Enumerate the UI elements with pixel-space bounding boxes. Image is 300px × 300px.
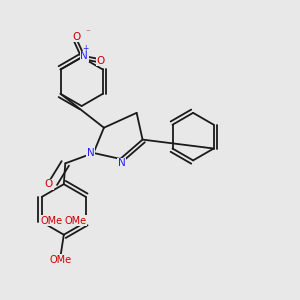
Text: O: O xyxy=(73,32,81,42)
Text: ⁻: ⁻ xyxy=(85,28,90,37)
Text: +: + xyxy=(82,44,89,53)
Text: O: O xyxy=(97,56,105,65)
Text: N: N xyxy=(80,51,88,61)
Text: N: N xyxy=(87,148,94,158)
Text: OMe: OMe xyxy=(41,216,63,226)
Text: OMe: OMe xyxy=(65,216,87,226)
Text: N: N xyxy=(118,158,126,168)
Text: OMe: OMe xyxy=(50,255,72,265)
Text: O: O xyxy=(45,179,53,189)
